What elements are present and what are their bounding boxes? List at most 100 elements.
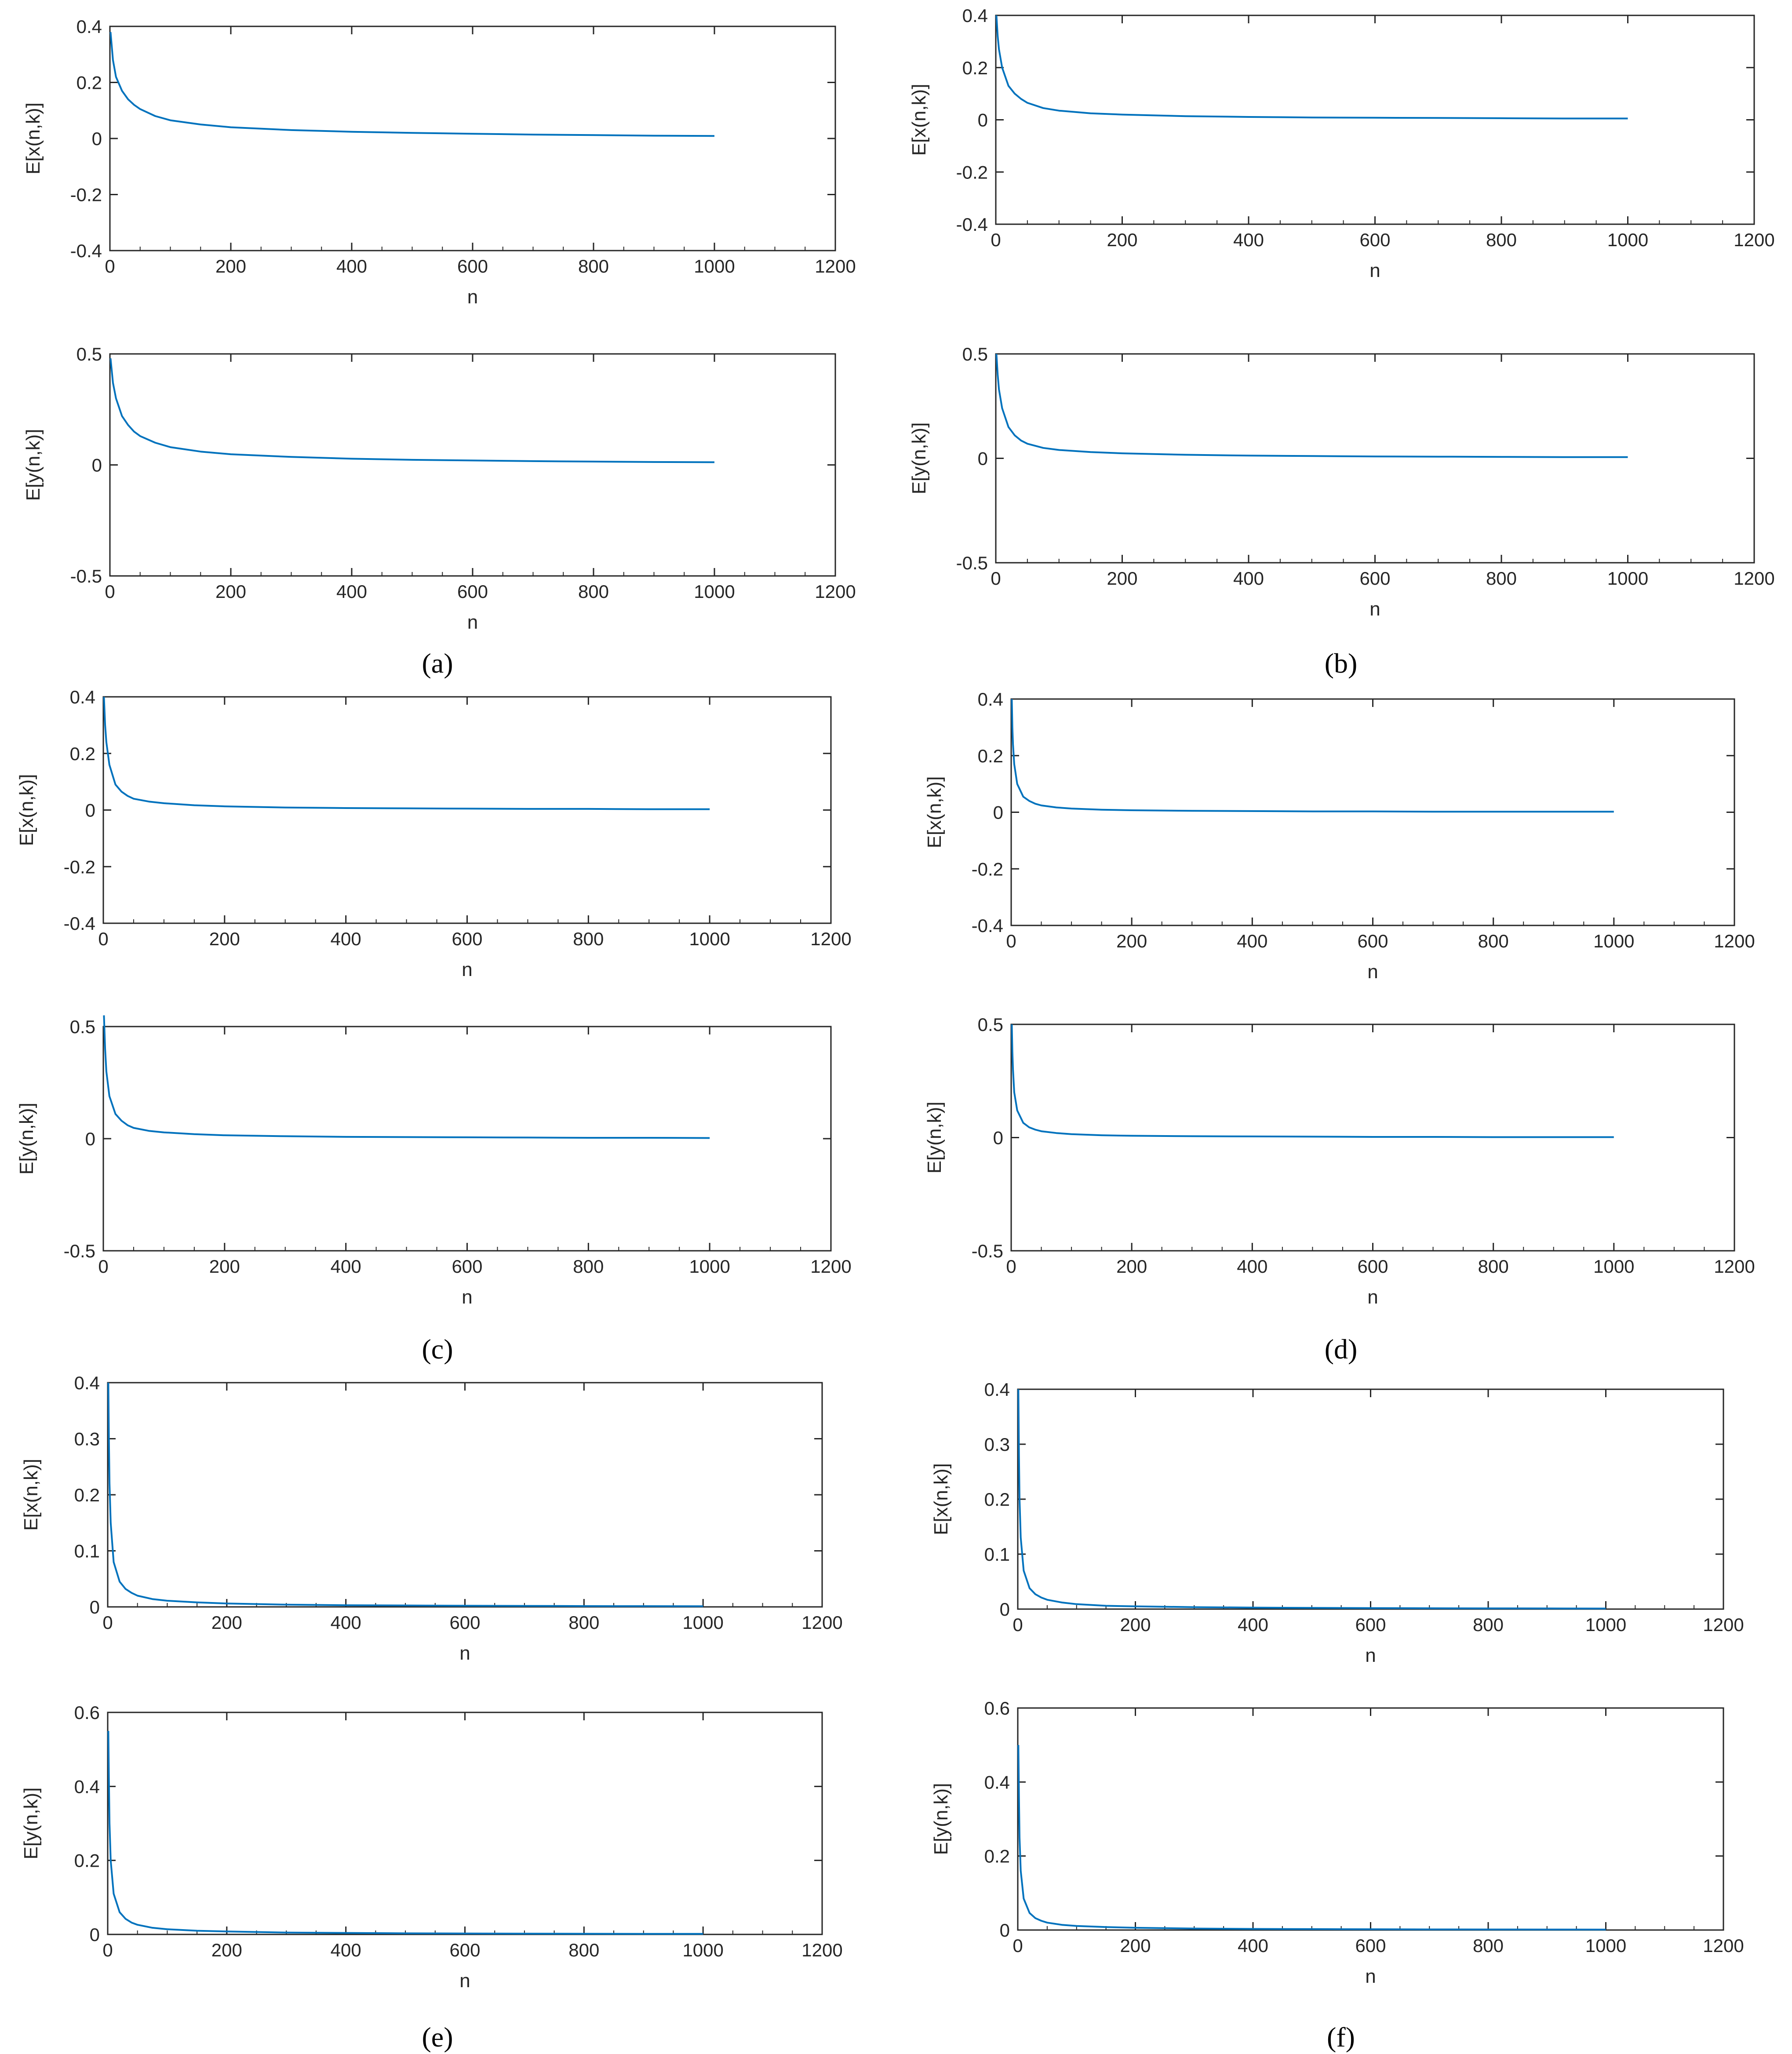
- x-tick-label-a-top: 400: [336, 256, 367, 277]
- chart-b-top: 0 200 400 600 800 1000 1200 -0.4 -0.2 0 0.2 0.4 n E[x…: [908, 5, 1775, 281]
- y-tick-label-f-top: 0.2: [984, 1489, 1010, 1510]
- chart-f-top: 0 200 400 600 800 1000 1200 0 0.1 0.2 0.3 0.4 n E[x(n…: [930, 1379, 1744, 1666]
- chart-a-top: 0 200 400 600 800 1000 1200 -0.4 -0.2 0 0.2 0.4 n E[x…: [22, 16, 856, 308]
- y-tick-label-a-top: -0.4: [70, 240, 102, 261]
- y-tick-label-f-bottom: 0.6: [984, 1698, 1010, 1719]
- y-tick-label-c-top: -0.4: [64, 913, 95, 934]
- x-tick-label-a-bottom: 0: [105, 581, 115, 602]
- y-axis-label-e-bottom: E[y(n,k)]: [20, 1788, 42, 1860]
- x-tick-label-e-bottom: 1200: [801, 1940, 842, 1960]
- axes-frame-e-top: [107, 1382, 823, 1608]
- x-axis-label-a-top: n: [467, 286, 478, 308]
- x-tick-label-f-top: 400: [1238, 1614, 1268, 1635]
- y-axis-label-a-bottom: E[y(n,k)]: [22, 429, 44, 501]
- series-line-b-bottom: [995, 353, 1628, 458]
- y-tick-label-c-top: -0.2: [64, 856, 95, 877]
- x-axis-label-f-bottom: n: [1365, 1966, 1376, 1987]
- x-tick-label-e-top: 1200: [801, 1612, 842, 1633]
- axes-frame-c-top: [102, 696, 832, 924]
- y-tick-label-c-bottom: 0.5: [70, 1016, 95, 1037]
- y-tick-label-a-bottom: 0.5: [76, 344, 102, 364]
- axes-frame-c-bottom: [102, 1026, 832, 1252]
- x-tick-label-f-bottom: 800: [1473, 1935, 1504, 1956]
- panel-label-b: (b): [1325, 648, 1358, 679]
- chart-e-bottom: 0 200 400 600 800 1000 1200 0 0.2 0.4 0.6 n E[y(n,k)…: [20, 1702, 843, 1992]
- y-axis-label-b-bottom: E[y(n,k)]: [908, 422, 930, 495]
- panel-label-c: (c): [422, 1333, 453, 1365]
- chart-c-top: 0 200 400 600 800 1000 1200 -0.4 -0.2 0 0.2 0.4 n E[x…: [16, 687, 852, 980]
- panel-label-e: (e): [422, 2021, 453, 2053]
- x-tick-label-e-top: 400: [331, 1612, 361, 1633]
- y-tick-label-a-top: -0.2: [70, 185, 102, 205]
- axes-frame-a-bottom: [109, 353, 836, 577]
- x-axis-label-d-top: n: [1367, 961, 1378, 983]
- y-tick-label-c-top: 0.4: [70, 687, 95, 707]
- y-axis-label-e-top: E[x(n,k)]: [20, 1459, 42, 1531]
- y-tick-label-a-bottom: 0: [92, 455, 102, 476]
- series-line-d-top: [1011, 699, 1614, 813]
- x-tick-label-e-bottom: 600: [449, 1940, 480, 1960]
- x-axis-label-b-top: n: [1369, 260, 1380, 281]
- x-tick-label-e-bottom: 1000: [682, 1940, 723, 1960]
- series-line-a-bottom: [109, 358, 715, 463]
- chart-f-bottom: 0 200 400 600 800 1000 1200 0 0.2 0.4 0.6 n E[y(n,k)…: [930, 1698, 1744, 1987]
- x-tick-label-b-top: 0: [991, 229, 1001, 250]
- x-tick-label-c-bottom: 600: [452, 1256, 482, 1277]
- y-tick-label-b-top: 0: [978, 110, 988, 131]
- x-tick-label-a-top: 1000: [694, 256, 735, 277]
- x-tick-label-d-bottom: 800: [1478, 1256, 1509, 1277]
- y-axis-label-f-top: E[x(n,k)]: [930, 1463, 952, 1535]
- y-tick-label-a-top: 0.4: [76, 16, 102, 37]
- x-tick-label-a-bottom: 1200: [815, 581, 856, 602]
- series-line-e-bottom: [107, 1731, 703, 1935]
- x-tick-label-b-bottom: 1000: [1607, 568, 1648, 589]
- axes-frame-b-bottom: [995, 353, 1755, 564]
- axes-frame-f-top: [1017, 1388, 1724, 1610]
- x-tick-label-e-top: 200: [211, 1612, 242, 1633]
- y-tick-label-e-top: 0.2: [74, 1485, 100, 1505]
- x-tick-label-a-bottom: 1000: [694, 581, 735, 602]
- y-tick-label-d-top: 0.2: [978, 746, 1003, 766]
- x-tick-label-b-bottom: 400: [1233, 568, 1264, 589]
- x-axis-label-e-bottom: n: [459, 1970, 470, 1992]
- y-tick-label-d-bottom: 0: [993, 1128, 1003, 1148]
- x-tick-label-b-bottom: 600: [1359, 568, 1390, 589]
- x-tick-label-d-top: 1000: [1593, 931, 1634, 951]
- x-tick-label-b-top: 1000: [1607, 229, 1648, 250]
- x-tick-label-d-top: 0: [1006, 931, 1016, 951]
- y-tick-label-f-top: 0.1: [984, 1544, 1010, 1565]
- x-tick-label-d-top: 600: [1357, 931, 1388, 951]
- x-tick-label-f-top: 800: [1473, 1614, 1504, 1635]
- x-tick-label-b-top: 600: [1359, 229, 1390, 250]
- x-tick-label-f-bottom: 200: [1120, 1935, 1151, 1956]
- x-tick-label-b-top: 800: [1486, 229, 1517, 250]
- y-tick-label-e-top: 0.4: [74, 1373, 100, 1393]
- x-tick-label-f-top: 1200: [1703, 1614, 1744, 1635]
- x-axis-label-a-bottom: n: [467, 612, 478, 633]
- x-tick-label-b-top: 200: [1107, 229, 1137, 250]
- y-tick-label-d-bottom: -0.5: [972, 1241, 1003, 1261]
- x-tick-label-c-bottom: 1200: [810, 1256, 851, 1277]
- x-tick-label-b-bottom: 1200: [1734, 568, 1774, 589]
- y-tick-label-e-top: 0: [90, 1597, 100, 1617]
- x-tick-label-f-bottom: 400: [1238, 1935, 1268, 1956]
- x-tick-label-d-bottom: 1200: [1714, 1256, 1755, 1277]
- series-line-f-top: [1017, 1389, 1606, 1610]
- y-tick-label-a-top: 0.2: [76, 73, 102, 93]
- x-axis-label-c-bottom: n: [462, 1286, 472, 1308]
- plots-layer: 0 200 400 600 800 1000 1200 -0.4 -0.2 0 0.2 0.4 n E[x…: [16, 5, 1775, 1992]
- y-tick-label-e-bottom: 0.4: [74, 1776, 100, 1797]
- x-axis-label-f-top: n: [1365, 1645, 1376, 1666]
- x-tick-label-c-top: 200: [209, 929, 240, 949]
- y-tick-label-b-top: 0.2: [962, 58, 988, 78]
- x-tick-label-e-bottom: 0: [102, 1940, 113, 1960]
- x-tick-label-a-top: 0: [105, 256, 115, 277]
- x-tick-label-e-top: 600: [449, 1612, 480, 1633]
- y-tick-label-f-bottom: 0.2: [984, 1846, 1010, 1867]
- x-axis-label-c-top: n: [462, 959, 472, 980]
- panel-label-f: (f): [1327, 2021, 1355, 2053]
- x-tick-label-f-bottom: 1200: [1703, 1935, 1744, 1956]
- chart-a-bottom: 0 200 400 600 800 1000 1200-0.500.5nE[y(n,k)]: [22, 344, 856, 633]
- axes-frame-f-bottom: [1017, 1707, 1724, 1931]
- x-tick-label-d-top: 400: [1237, 931, 1268, 951]
